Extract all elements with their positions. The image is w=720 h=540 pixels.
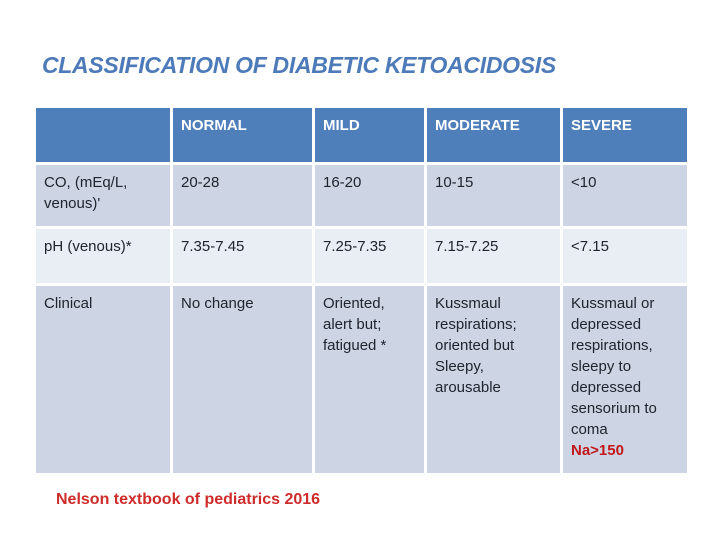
row-co2-severe: <10 [563,165,687,226]
row-ph-mild: 7.25-7.35 [315,229,424,283]
row-co2-moderate: 10-15 [427,165,560,226]
table-header-severe: SEVERE [563,108,687,162]
sodium-warning: Na>150 [571,442,624,459]
row-ph-severe: <7.15 [563,229,687,283]
table-header-normal: NORMAL [173,108,312,162]
table-header-moderate: MODERATE [427,108,560,162]
row-clinical-mild: Oriented, alert but; fatigued * [315,286,424,473]
slide-title: CLASSIFICATION OF DIABETIC KETOACIDOSIS [42,52,556,78]
table-header-empty [36,108,170,162]
row-co2-normal: 20-28 [173,165,312,226]
row-clinical-moderate: Kussmaul respirations; oriented but Slee… [427,286,560,473]
row-co2-mild: 16-20 [315,165,424,226]
row-co2-label: CO, (mEq/L, venous)' [36,165,170,226]
row-ph-normal: 7.35-7.45 [173,229,312,283]
row-clinical-label: Clinical [36,286,170,473]
row-ph-moderate: 7.15-7.25 [427,229,560,283]
classification-table: NORMAL MILD MODERATE SEVERE CO, (mEq/L, … [36,108,687,473]
row-ph-label: pH (venous)* [36,229,170,283]
table-header-mild: MILD [315,108,424,162]
row-clinical-normal: No change [173,286,312,473]
row-clinical-severe: Kussmaul or depressed respirations, slee… [563,286,687,473]
row-clinical-severe-text: Kussmaul or depressed respirations, slee… [571,295,657,438]
source-citation: Nelson textbook of pediatrics 2016 [56,491,321,508]
